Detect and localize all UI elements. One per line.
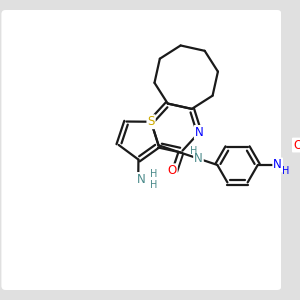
Text: O: O [293,139,300,152]
Text: H: H [190,146,197,156]
Text: O: O [167,164,177,177]
Text: H: H [150,169,157,179]
Text: H: H [150,179,157,190]
Text: H: H [282,166,290,176]
Text: N: N [273,158,282,171]
Text: S: S [147,115,155,128]
Text: N: N [195,126,204,139]
FancyBboxPatch shape [2,10,281,290]
Text: N: N [194,152,203,165]
Text: N: N [137,173,146,186]
